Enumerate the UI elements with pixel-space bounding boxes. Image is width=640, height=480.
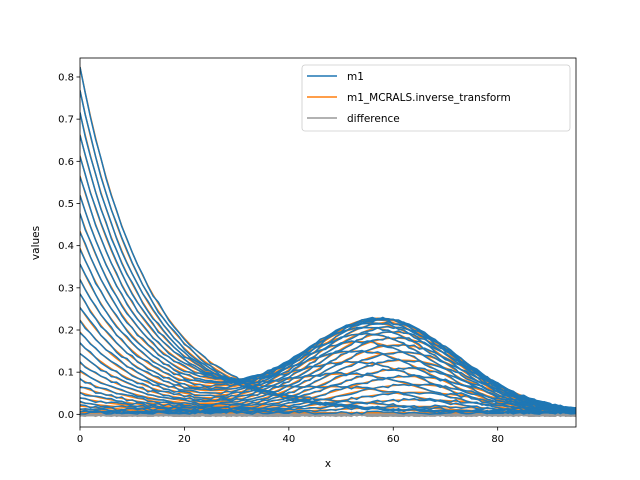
y-tick-label: 0.0: [58, 410, 74, 421]
axes-frame: [79, 57, 577, 428]
x-axis-label: x: [325, 458, 331, 470]
m1-line: [80, 213, 576, 414]
y-axis-ticks: 0.0 0.1 0.2 0.3 0.4 0.5 0.6 0.7 0.8: [58, 72, 80, 421]
m1-line: [80, 232, 576, 413]
m1-line: [80, 66, 576, 415]
y-tick-label: 0.4: [58, 241, 74, 252]
m1-line: [80, 195, 576, 414]
y-tick-label: 0.6: [58, 157, 74, 168]
m1-line: [80, 90, 576, 415]
y-tick-label: 0.8: [58, 72, 74, 83]
legend-box: [301, 64, 571, 132]
y-tick-label: 0.7: [58, 115, 74, 126]
legend-label-reconstruction: m1_MCRALS.inverse_transform: [347, 92, 511, 104]
legend-label-difference: difference: [347, 113, 400, 125]
x-tick-label: 60: [387, 434, 400, 445]
m1-line: [80, 248, 576, 412]
y-tick-label: 0.5: [58, 199, 74, 210]
x-tick-label: 80: [491, 434, 504, 445]
y-axis-label: values: [30, 226, 42, 260]
legend: m1 m1_MCRALS.inverse_transform differenc…: [301, 64, 571, 132]
x-axis-ticks: 0 20 40 60 80: [77, 427, 504, 445]
m1-line: [80, 176, 576, 414]
x-tick-label: 0: [77, 434, 83, 445]
y-tick-label: 0.2: [58, 326, 74, 337]
series-layer: [80, 66, 576, 418]
legend-label-m1: m1: [347, 71, 364, 83]
y-tick-label: 0.1: [58, 368, 74, 379]
m1-line: [80, 293, 576, 412]
x-tick-label: 20: [178, 434, 191, 445]
m1-line: [80, 263, 576, 413]
x-tick-label: 40: [282, 434, 295, 445]
y-tick-label: 0.3: [58, 283, 74, 294]
m1-line: [80, 156, 576, 414]
